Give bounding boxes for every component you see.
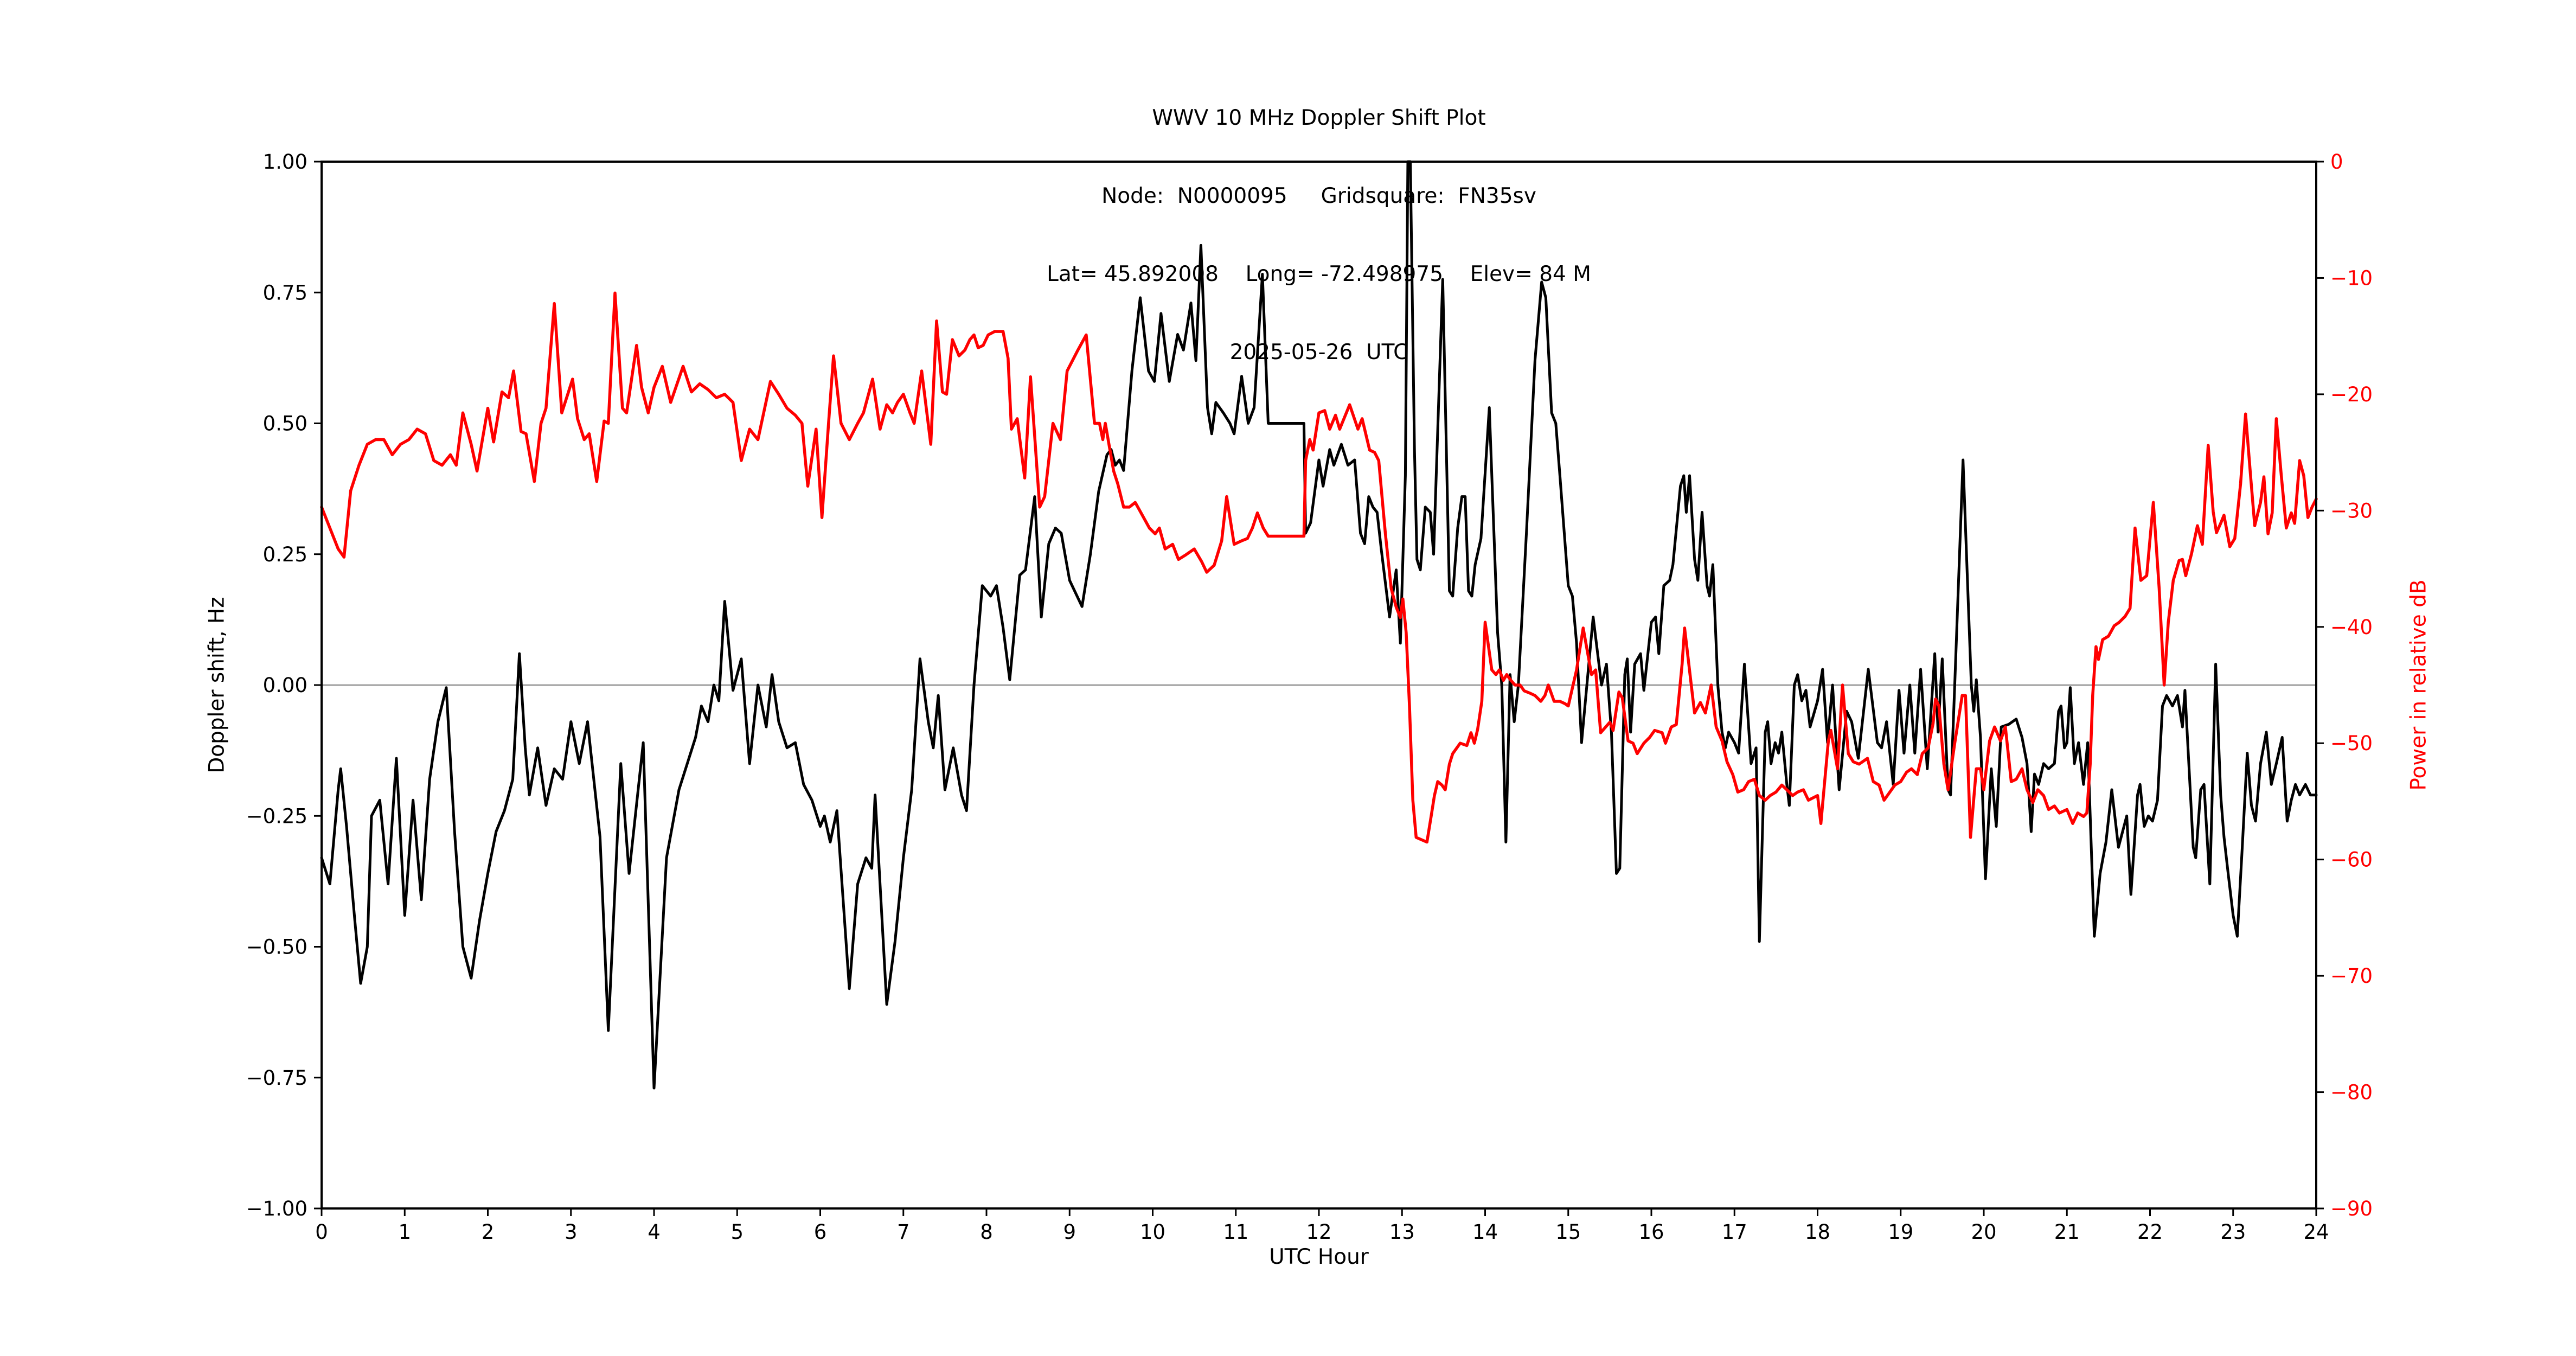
x-tick-label: 13: [1389, 1220, 1415, 1244]
x-tick-label: 14: [1472, 1220, 1498, 1244]
y-right-tick-label: −60: [2330, 848, 2373, 872]
y-right-tick-label: −80: [2330, 1081, 2373, 1104]
x-tick-label: 4: [648, 1220, 661, 1244]
y-right-tick-label: −50: [2330, 732, 2373, 755]
y-left-tick-label: −0.25: [246, 804, 307, 828]
x-tick-label: 7: [897, 1220, 910, 1244]
x-tick-label: 6: [814, 1220, 827, 1244]
chart-title: WWV 10 MHz Doppler Shift Plot: [1152, 106, 1486, 130]
y-left-tick-label: 0.00: [263, 674, 307, 697]
x-tick-label: 19: [1888, 1220, 1913, 1244]
y-left-tick-label: 1.00: [263, 150, 307, 174]
y-right-tick-label: −70: [2330, 964, 2373, 988]
x-tick-label: 17: [1722, 1220, 1747, 1244]
y-left-tick-label: −0.75: [246, 1066, 307, 1090]
x-tick-label: 22: [2137, 1220, 2163, 1244]
y-right-tick-label: −90: [2330, 1197, 2373, 1220]
x-tick-label: 24: [2303, 1220, 2329, 1244]
y-left-tick-label: 0.25: [263, 543, 307, 566]
x-tick-label: 10: [1140, 1220, 1165, 1244]
chart-subtitle-node-gridsquare: Node: N0000095 Gridsquare: FN35sv: [1101, 184, 1536, 208]
y-right-tick-label: −10: [2330, 266, 2373, 290]
y-left-tick-label: 0.75: [263, 281, 307, 304]
y-right-tick-label: −30: [2330, 499, 2373, 522]
y-left-tick-label: −0.50: [246, 936, 307, 959]
x-tick-label: 16: [1638, 1220, 1664, 1244]
x-tick-label: 21: [2054, 1220, 2080, 1244]
y-left-tick-label: −1.00: [246, 1197, 307, 1220]
x-tick-label: 2: [482, 1220, 495, 1244]
x-tick-label: 23: [2220, 1220, 2246, 1244]
x-tick-label: 5: [730, 1220, 744, 1244]
y-right-tick-label: 0: [2330, 150, 2343, 174]
x-tick-label: 15: [1555, 1220, 1581, 1244]
y-axis-label-right: Power in relative dB: [2406, 579, 2431, 791]
series-power_relative_db: [320, 291, 2318, 844]
series-doppler_shift_hz: [320, 160, 2318, 1090]
x-tick-label: 11: [1223, 1220, 1248, 1244]
chart-subtitle-date: 2025-05-26 UTC: [1229, 340, 1408, 364]
y-axis-label-left: Doppler shift, Hz: [204, 597, 229, 773]
x-tick-label: 9: [1063, 1220, 1076, 1244]
x-tick-label: 8: [980, 1220, 993, 1244]
x-tick-label: 18: [1805, 1220, 1830, 1244]
chart-subtitle-lat-long-elev: Lat= 45.892008 Long= -72.498975 Elev= 84…: [1047, 262, 1591, 286]
y-right-tick-label: −20: [2330, 383, 2373, 406]
x-tick-label: 1: [398, 1220, 411, 1244]
x-tick-label: 0: [315, 1220, 328, 1244]
x-tick-label: 12: [1306, 1220, 1331, 1244]
chart-title-block: WWV 10 MHz Doppler Shift Plot Node: N000…: [322, 53, 2316, 418]
y-right-tick-label: −40: [2330, 616, 2373, 639]
x-tick-label: 3: [565, 1220, 578, 1244]
x-tick-label: 20: [1971, 1220, 1996, 1244]
x-axis-label: UTC Hour: [1269, 1245, 1369, 1269]
y-left-tick-label: 0.50: [263, 412, 307, 436]
